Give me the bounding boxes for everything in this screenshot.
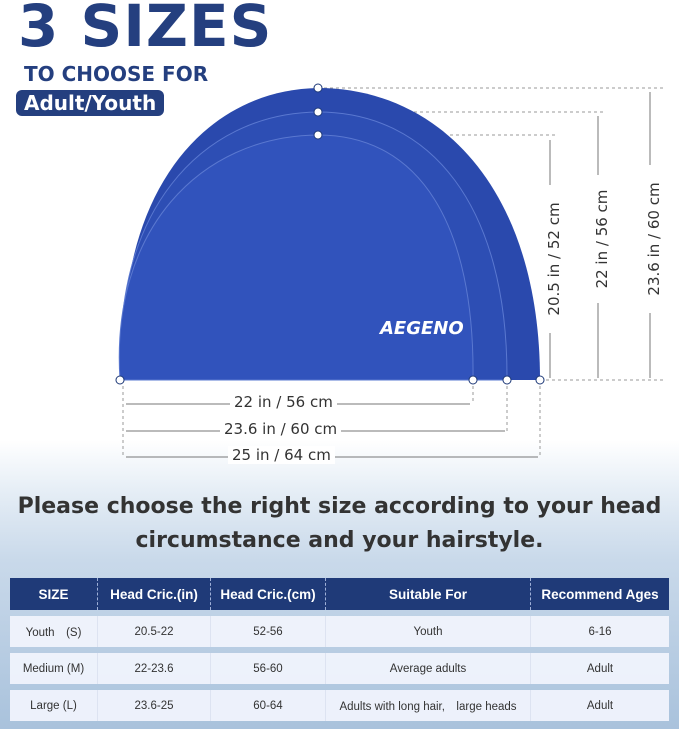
width-large: 25 in / 64 cm bbox=[228, 446, 335, 464]
cell: Adults with long hair, large heads bbox=[325, 690, 530, 721]
cell: Average adults bbox=[325, 653, 530, 684]
header-head-cm: Head Cric.(cm) bbox=[210, 578, 325, 610]
header-head-in: Head Cric.(in) bbox=[97, 578, 210, 610]
cell: 22-23.6 bbox=[97, 653, 210, 684]
note-line-2: circumstance and your hairstyle. bbox=[135, 528, 544, 553]
cell: 60-64 bbox=[210, 690, 325, 721]
table-row: Medium (M) 22-23.6 56-60 Average adults Adul… bbox=[10, 653, 669, 684]
header-suitable: Suitable For bbox=[325, 578, 530, 610]
cell: Adult bbox=[530, 653, 669, 684]
cell: 20.5-22 bbox=[97, 616, 210, 647]
header-ages: Recommend Ages bbox=[530, 578, 669, 610]
table-row: Large (L) 23.6-25 60-64 Adults with long ha… bbox=[10, 690, 669, 721]
cell: Youth (S) bbox=[10, 616, 97, 647]
cell: Medium (M) bbox=[10, 653, 97, 684]
height-medium: 22 in / 56 cm bbox=[593, 175, 611, 303]
swim-cap-illustration bbox=[115, 83, 665, 458]
audience-badge: Adult/Youth bbox=[16, 90, 165, 116]
cell: Adult bbox=[530, 690, 669, 721]
cell: Youth bbox=[325, 616, 530, 647]
height-small: 20.5 in / 52 cm bbox=[545, 185, 563, 333]
header-size: SIZE bbox=[10, 578, 97, 610]
brand-logo: AEGENO bbox=[380, 318, 464, 339]
height-large: 23.6 in / 60 cm bbox=[645, 165, 663, 313]
width-small: 22 in / 56 cm bbox=[230, 393, 337, 411]
table-header: SIZE Head Cric.(in) Head Cric.(cm) Suita… bbox=[10, 578, 669, 610]
cell: 52-56 bbox=[210, 616, 325, 647]
headline-subtitle: TO CHOOSE FOR bbox=[24, 62, 209, 86]
cell: Large (L) bbox=[10, 690, 97, 721]
size-table: SIZE Head Cric.(in) Head Cric.(cm) Suita… bbox=[10, 572, 669, 727]
table-row: Youth (S) 20.5-22 52-56 Youth 6-16 bbox=[10, 616, 669, 647]
width-medium: 23.6 in / 60 cm bbox=[220, 420, 342, 438]
size-advice-note: Please choose the right size according t… bbox=[0, 490, 679, 558]
cell: 23.6-25 bbox=[97, 690, 210, 721]
headline-title: 3 SIZES bbox=[18, 0, 273, 60]
cell: 6-16 bbox=[530, 616, 669, 647]
cell: 56-60 bbox=[210, 653, 325, 684]
note-line-1: Please choose the right size according t… bbox=[17, 494, 662, 519]
